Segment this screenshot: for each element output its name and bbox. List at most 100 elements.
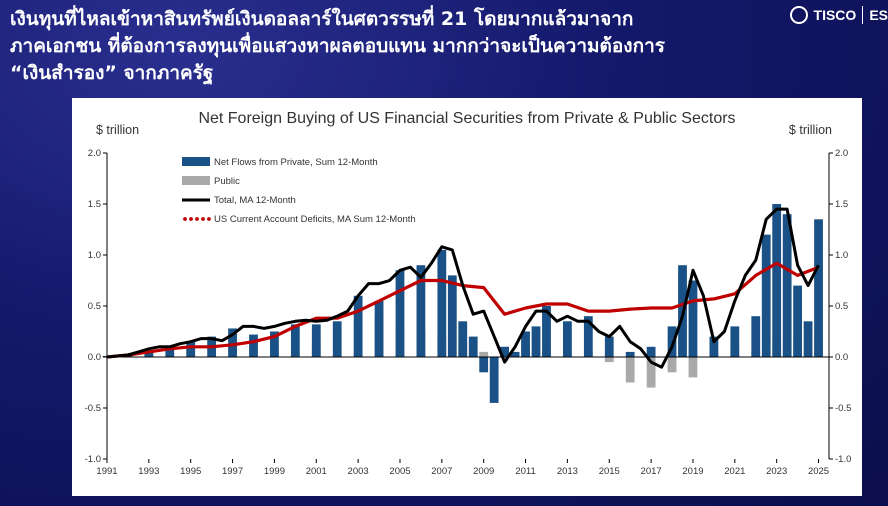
private-bar-42	[803, 321, 813, 357]
private-bar-40	[782, 214, 792, 357]
chart-title: Net Foreign Buying of US Financial Secur…	[198, 110, 736, 127]
x-tick-label-17: 2025	[808, 466, 829, 477]
public-bar-22	[688, 357, 698, 378]
y-tick-label-right-3: 0.5	[835, 301, 848, 312]
private-bar-8	[270, 331, 279, 357]
x-tick-label-14: 2019	[682, 466, 703, 477]
private-bar-36	[730, 326, 740, 357]
brand-logo: TISCO ES	[789, 6, 888, 24]
y-tick-label-right-0: 2.0	[835, 148, 848, 159]
brand-suffix: ES	[869, 7, 888, 23]
x-tick-label-4: 1999	[264, 466, 285, 477]
x-tick-label-10: 2011	[515, 466, 535, 477]
y-tick-label-left-3: 0.5	[88, 301, 101, 312]
legend-swatch-0	[182, 157, 210, 166]
private-bar-13	[374, 300, 384, 357]
private-bar-4	[186, 341, 196, 357]
private-bar-25	[531, 326, 541, 357]
y-tick-label-left-1: 1.5	[88, 199, 101, 210]
y-tick-label-left-6: -1.0	[85, 454, 101, 465]
private-bar-37	[751, 316, 761, 357]
private-bar-31	[646, 346, 656, 357]
legend-label-3: US Current Account Deficits, MA Sum 12-M…	[214, 214, 416, 225]
private-bar-23	[510, 351, 520, 357]
private-bar-9	[290, 324, 300, 357]
public-bar-18	[604, 357, 614, 363]
y-tick-label-left-2: 1.0	[88, 250, 101, 261]
chart-panel: Net Foreign Buying of US Financial Secur…	[72, 98, 862, 496]
private-bar-28	[583, 316, 593, 357]
y-tick-label-left-0: 2.0	[88, 148, 101, 159]
private-bar-39	[772, 204, 782, 357]
private-bar-11	[332, 321, 342, 357]
headline-line-1: เงินทุนที่ไหลเข้าหาสินทรัพย์เงินดอลลาร์ใ…	[10, 8, 634, 30]
y-tick-label-right-2: 1.0	[835, 250, 848, 261]
x-tick-label-12: 2015	[599, 466, 620, 477]
legend-label-1: Public	[214, 176, 240, 187]
public-bar-21	[667, 357, 677, 373]
x-tick-label-13: 2017	[641, 466, 662, 477]
private-bar-19	[468, 336, 478, 357]
x-tick-label-16: 2023	[766, 466, 787, 477]
private-bar-29	[604, 336, 614, 357]
private-bar-30	[625, 351, 635, 357]
private-bar-18	[458, 321, 468, 357]
private-bar-22	[500, 346, 510, 357]
x-tick-label-2: 1995	[180, 466, 201, 477]
private-bar-7	[249, 334, 258, 357]
legend-swatch-3-dot-4	[207, 217, 211, 221]
brand-divider	[862, 6, 864, 24]
private-bar-16	[437, 249, 447, 357]
y-tick-label-right-5: -0.5	[835, 403, 851, 414]
y-tick-label-left-4: 0.0	[88, 352, 101, 363]
private-bar-17	[447, 275, 457, 357]
y-tick-label-right-1: 1.5	[835, 199, 848, 210]
headline: เงินทุนที่ไหลเข้าหาสินทรัพย์เงินดอลลาร์ใ…	[10, 6, 790, 87]
private-bar-21	[489, 357, 499, 403]
x-tick-label-6: 2003	[348, 466, 369, 477]
private-bar-24	[521, 331, 530, 357]
private-bar-2	[144, 350, 154, 357]
public-bar-19	[625, 357, 635, 383]
y-tick-label-left-5: -0.5	[85, 403, 101, 414]
y-axis-label-left: $ trillion	[96, 123, 140, 137]
private-bar-3	[165, 346, 175, 357]
y-axis-label-right: $ trillion	[788, 123, 832, 137]
y-tick-label-right-6: -1.0	[835, 454, 851, 465]
private-bar-41	[793, 285, 803, 357]
legend-swatch-3-dot-3	[201, 217, 205, 221]
legend-label-0: Net Flows from Private, Sum 12-Month	[214, 157, 378, 168]
public-bar-20	[646, 357, 656, 388]
x-tick-label-8: 2007	[431, 466, 452, 477]
private-bar-43	[814, 219, 823, 357]
x-tick-label-11: 2013	[557, 466, 578, 477]
public-bar-12	[479, 351, 489, 357]
private-bar-15	[416, 265, 426, 357]
private-bar-12	[353, 295, 363, 357]
private-bar-38	[761, 234, 771, 357]
brand-name: TISCO	[813, 7, 857, 23]
x-tick-label-7: 2005	[389, 466, 410, 477]
x-tick-label-5: 2001	[306, 466, 327, 477]
private-bar-27	[563, 321, 572, 357]
private-bar-14	[395, 270, 405, 357]
headline-line-3: “เงินสำรอง” จากภาครัฐ	[10, 62, 214, 84]
chart-svg: 2.0 2.0 1.5 1.5 1.0 1.0 0.5 0.5 0.0 0.0 -0.5 -0.5 -1…	[85, 148, 852, 477]
legend-swatch-1	[182, 176, 210, 185]
headline-line-2: ภาคเอกชน ที่ต้องการลงทุนเพื่อแสวงหาผลตอบ…	[10, 35, 665, 57]
private-bar-20	[479, 357, 489, 373]
private-bar-32	[667, 326, 677, 357]
x-tick-label-15: 2021	[724, 466, 745, 477]
private-bar-26	[542, 306, 551, 357]
x-tick-label-0: 1991	[96, 466, 117, 477]
private-bar-6	[228, 328, 237, 357]
private-bar-34	[688, 280, 698, 357]
legend-swatch-3-dot-1	[189, 217, 193, 221]
x-tick-label-9: 2009	[473, 466, 494, 477]
legend-label-2: Total, MA 12-Month	[214, 195, 296, 206]
legend-swatch-3-dot-2	[195, 217, 199, 221]
x-tick-label-1: 1993	[138, 466, 159, 477]
private-bar-10	[311, 324, 321, 357]
tisco-logo-icon	[789, 6, 808, 24]
y-tick-label-right-4: 0.0	[835, 352, 848, 363]
